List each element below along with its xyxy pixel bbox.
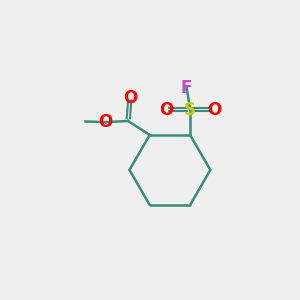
Text: S: S xyxy=(184,100,196,118)
Text: O: O xyxy=(159,100,173,118)
Text: F: F xyxy=(181,79,192,97)
Text: O: O xyxy=(99,113,113,131)
Text: O: O xyxy=(123,88,137,106)
Text: O: O xyxy=(207,100,221,118)
